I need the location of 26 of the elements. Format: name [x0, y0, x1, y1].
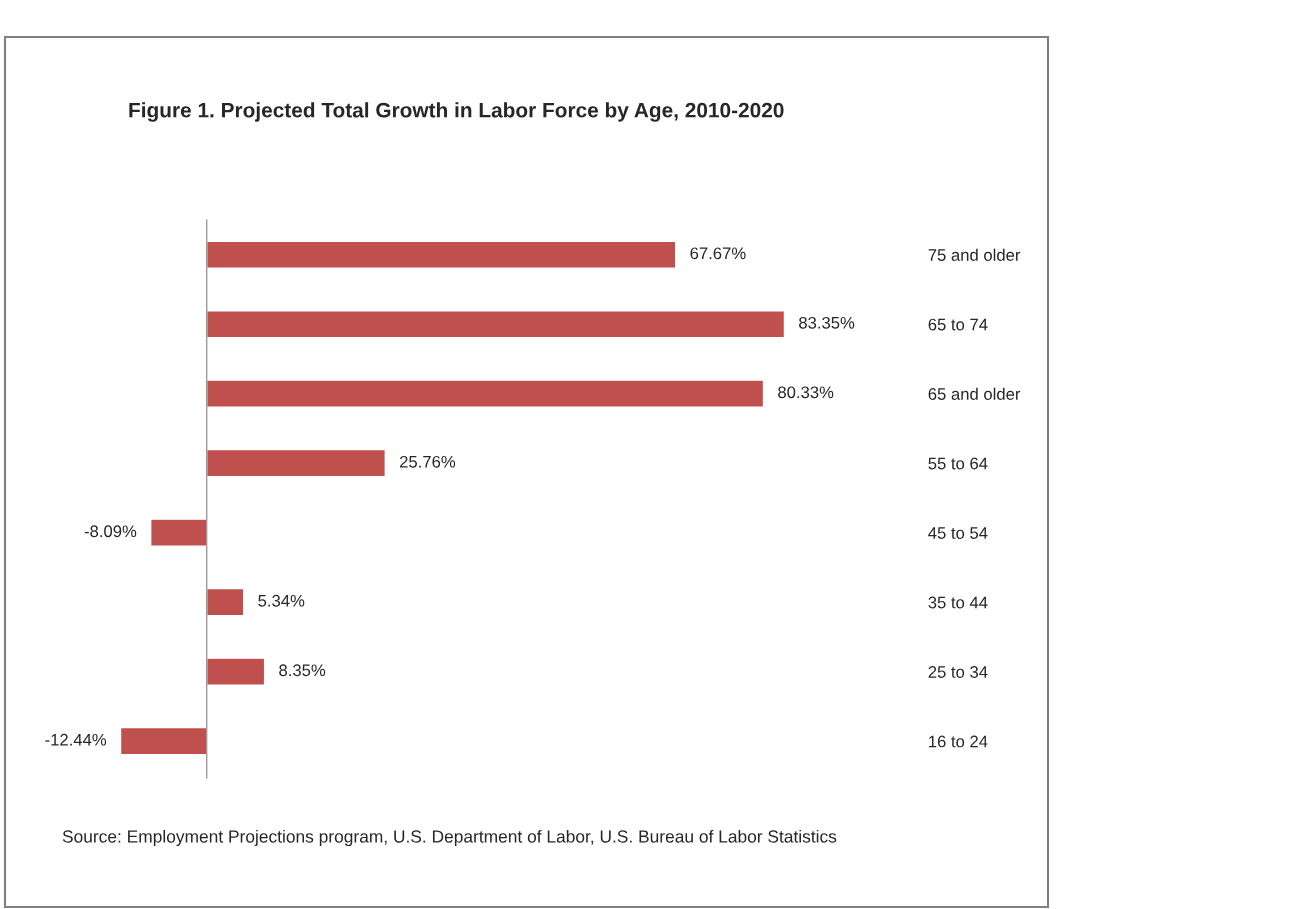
data-label: 83.35%	[799, 316, 855, 329]
y-tick-label: 65 to 74	[928, 318, 988, 331]
chart-title: Figure 1. Projected Total Growth in Labor Force by Age, 2010-2020	[129, 102, 784, 122]
data-label: 67.67%	[690, 247, 746, 260]
source-note: Source: Employment Projections program, U.S. Department of Labor, U.S. Bureau of Labor Statistics	[62, 829, 837, 847]
data-label: 8.35%	[279, 664, 326, 677]
y-tick-label: 75 and older	[928, 248, 1021, 261]
data-label: 5.34%	[258, 594, 305, 607]
data-label: 80.33%	[778, 386, 834, 399]
data-label: -8.09%	[84, 525, 137, 538]
y-tick-label: 45 to 54	[928, 527, 988, 539]
bar	[149, 518, 208, 547]
y-tick-label: 25 to 34	[928, 666, 988, 678]
bar	[119, 726, 208, 756]
bar	[206, 309, 786, 339]
bar	[206, 657, 266, 686]
y-tick-label: 35 to 44	[928, 596, 988, 609]
y-tick-label: 55 to 64	[928, 457, 988, 470]
bar	[206, 448, 386, 478]
data-label: -12.44%	[45, 733, 107, 746]
bar	[206, 379, 765, 408]
bar	[206, 587, 245, 617]
data-label: 25.76%	[400, 455, 456, 468]
bar	[206, 240, 677, 269]
y-tick-label: 16 to 24	[929, 735, 988, 748]
y-tick-label: 65 and older	[928, 387, 1021, 400]
